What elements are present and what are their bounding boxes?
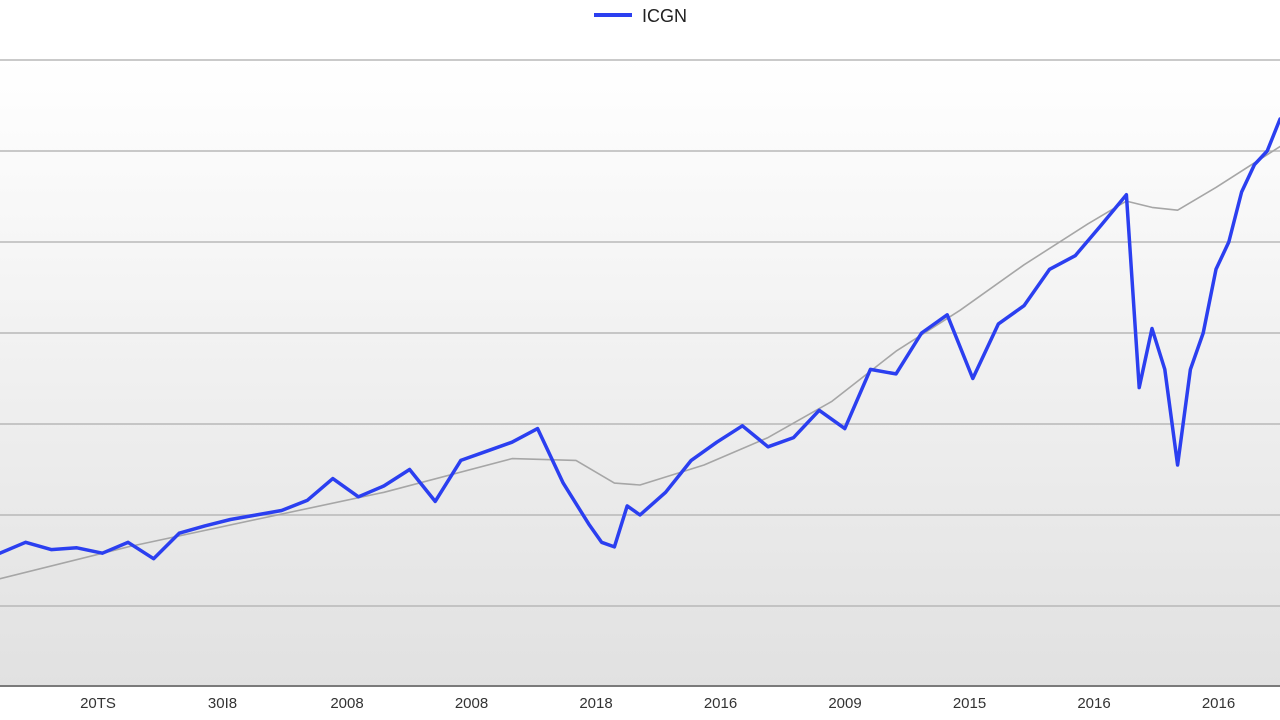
x-tick-label: 2015 [953, 695, 986, 712]
series-line-primary [0, 117, 1280, 561]
legend: ICGN [594, 6, 687, 26]
x-tick-label: 2009 [828, 695, 861, 712]
x-tick-label: 2016 [1077, 695, 1110, 712]
plot-background [0, 58, 1280, 686]
x-tick-label: 2018 [579, 695, 612, 712]
x-tick-label: 2016 [1202, 695, 1235, 712]
x-tick-label: 20TS [80, 695, 116, 712]
gridlines [0, 59, 1280, 607]
x-tick-label: 30I8 [208, 695, 237, 712]
x-tick-label: 2008 [455, 695, 488, 712]
x-tick-labels: 20TS 30I8 2008 2008 2018 2016 2009 2015 2016 2016 [80, 695, 1235, 712]
x-tick-label: 2008 [330, 695, 363, 712]
x-tick-label: 2016 [704, 695, 737, 712]
series-lines [0, 117, 1280, 580]
legend-label: ICGN [642, 6, 687, 26]
series-line-trend [0, 145, 1280, 580]
